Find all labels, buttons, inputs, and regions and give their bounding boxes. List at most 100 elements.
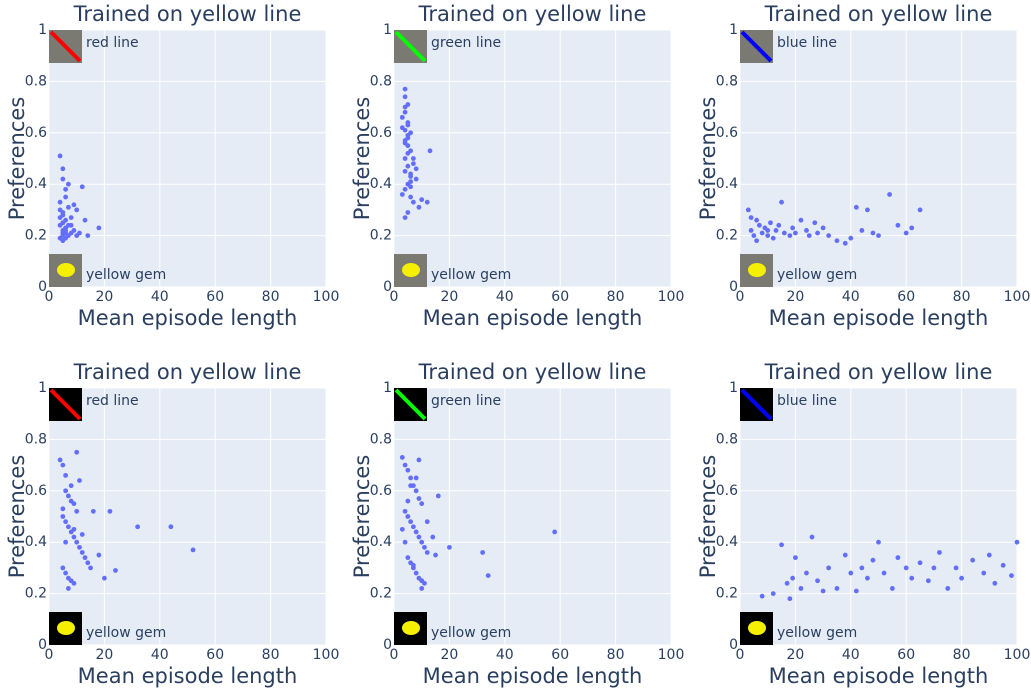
point	[405, 133, 410, 138]
x-tick-label: 60	[206, 647, 224, 663]
point	[414, 166, 419, 171]
point	[408, 179, 413, 184]
point	[72, 202, 77, 207]
y-tick-label: 0.8	[370, 431, 392, 447]
point	[403, 540, 408, 545]
y-tick-label: 1	[383, 22, 392, 38]
point	[108, 509, 113, 514]
point	[882, 571, 887, 576]
point	[887, 192, 892, 197]
y-tick-label: 1	[38, 380, 47, 396]
y-tick-label: 0.2	[370, 586, 392, 602]
y-tick-label: 0	[383, 279, 392, 295]
point	[80, 550, 85, 555]
x-tick-label: 20	[95, 647, 113, 663]
point	[417, 496, 422, 501]
top-annotation: green line	[431, 393, 501, 409]
point	[403, 509, 408, 514]
point	[411, 156, 416, 161]
x-tick-label: 40	[151, 647, 169, 663]
point	[430, 535, 435, 540]
point	[66, 586, 71, 591]
point	[405, 164, 410, 169]
point	[859, 228, 864, 233]
bottom-annotation: yellow gem	[86, 625, 166, 641]
y-axis-label: Preferences	[350, 455, 374, 579]
point	[58, 200, 63, 205]
point	[835, 586, 840, 591]
line-icon	[394, 30, 427, 63]
point	[765, 233, 770, 238]
point	[408, 476, 413, 481]
plot-area	[740, 388, 1017, 645]
point	[414, 476, 419, 481]
point	[790, 576, 795, 581]
point	[765, 228, 770, 233]
point	[411, 524, 416, 529]
point	[63, 195, 68, 200]
point	[403, 215, 408, 220]
point	[96, 553, 101, 558]
plot-area	[49, 30, 326, 287]
y-tick-label: 1	[729, 380, 738, 396]
x-tick-label: 80	[953, 647, 971, 663]
gem-icon	[394, 254, 427, 287]
point	[807, 233, 812, 238]
point	[414, 488, 419, 493]
point	[895, 223, 900, 228]
gem-icon	[740, 254, 773, 287]
x-tick-label: 40	[496, 647, 514, 663]
x-axis-label: Mean episode length	[769, 664, 989, 688]
point	[135, 524, 140, 529]
point	[77, 231, 82, 236]
point	[768, 220, 773, 225]
point	[854, 205, 859, 210]
point	[871, 231, 876, 236]
bottom-annotation: yellow gem	[777, 267, 857, 283]
point	[417, 535, 422, 540]
point	[400, 527, 405, 532]
point	[854, 589, 859, 594]
point	[74, 208, 79, 213]
plot-area	[394, 30, 671, 287]
point	[826, 566, 831, 571]
point	[74, 509, 79, 514]
y-tick-label: 1	[729, 22, 738, 38]
line-icon	[49, 30, 82, 63]
x-tick-label: 80	[262, 647, 280, 663]
point	[405, 499, 410, 504]
bottom-annotation: yellow gem	[431, 267, 511, 283]
x-tick-label: 60	[206, 289, 224, 305]
point	[63, 488, 68, 493]
point	[403, 138, 408, 143]
point	[419, 540, 424, 545]
point	[771, 591, 776, 596]
point	[414, 571, 419, 576]
top-annotation: red line	[86, 393, 139, 409]
point	[58, 458, 63, 463]
point	[58, 215, 63, 220]
point	[80, 532, 85, 537]
gem-icon	[49, 254, 82, 287]
point	[918, 208, 923, 213]
point	[848, 571, 853, 576]
point	[815, 578, 820, 583]
point	[932, 566, 937, 571]
point	[58, 154, 63, 159]
point	[447, 545, 452, 550]
x-tick-label: 80	[262, 289, 280, 305]
icon-gem	[748, 263, 766, 277]
y-axis-label: Preferences	[5, 97, 29, 221]
point	[810, 535, 815, 540]
point	[821, 225, 826, 230]
point	[403, 463, 408, 468]
point	[959, 576, 964, 581]
point	[83, 555, 88, 560]
plot-area	[49, 388, 326, 645]
y-tick-label: 0.2	[25, 228, 47, 244]
point	[60, 177, 65, 182]
point	[408, 195, 413, 200]
y-tick-label: 1	[38, 22, 47, 38]
point	[859, 566, 864, 571]
point	[85, 560, 90, 565]
